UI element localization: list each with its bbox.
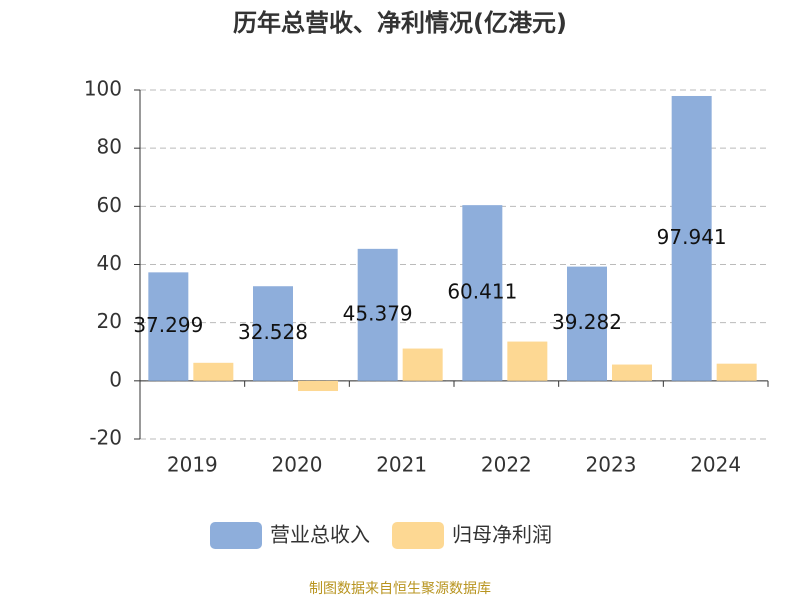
bar xyxy=(193,362,234,381)
source: 制图数据来自恒生聚源数据库 xyxy=(309,581,491,597)
x-tick-label: 2021 xyxy=(376,453,427,477)
legend-label: 营业总收入 xyxy=(270,523,370,547)
bar xyxy=(716,363,757,381)
bar xyxy=(402,348,443,381)
y-tick-label: 60 xyxy=(97,193,122,217)
bar xyxy=(148,272,189,381)
bar xyxy=(507,341,548,381)
x-tick-label: 2024 xyxy=(690,453,741,477)
x-tick-label: 2022 xyxy=(481,453,532,477)
data-label: 45.379 xyxy=(343,301,413,325)
bar xyxy=(567,266,607,381)
x-tick-label: 2023 xyxy=(586,453,637,477)
y-tick-label: 0 xyxy=(109,367,122,391)
bar xyxy=(253,286,293,381)
data-label: 60.411 xyxy=(447,279,517,303)
y-tick-label: -20 xyxy=(89,426,122,450)
bar xyxy=(462,205,503,381)
x-tick-label: 2020 xyxy=(272,453,323,477)
data-label: 97.941 xyxy=(657,225,727,249)
x-tick-label: 2019 xyxy=(167,453,218,477)
legend-swatch xyxy=(392,522,444,549)
bar xyxy=(612,364,652,381)
y-tick-label: 40 xyxy=(97,251,122,275)
legend-label: 归母净利润 xyxy=(452,523,552,547)
data-label: 39.282 xyxy=(552,310,622,334)
bar xyxy=(671,95,712,381)
data-label: 37.299 xyxy=(133,313,203,337)
legend-swatch xyxy=(210,522,262,549)
y-tick-label: 100 xyxy=(84,77,122,101)
data-label: 32.528 xyxy=(238,320,308,344)
bar xyxy=(298,380,338,392)
bar xyxy=(357,248,398,381)
chart-title: 历年总营收、净利情况(亿港元) xyxy=(233,9,567,37)
y-tick-label: 80 xyxy=(97,135,122,159)
y-tick-label: 20 xyxy=(97,309,122,333)
